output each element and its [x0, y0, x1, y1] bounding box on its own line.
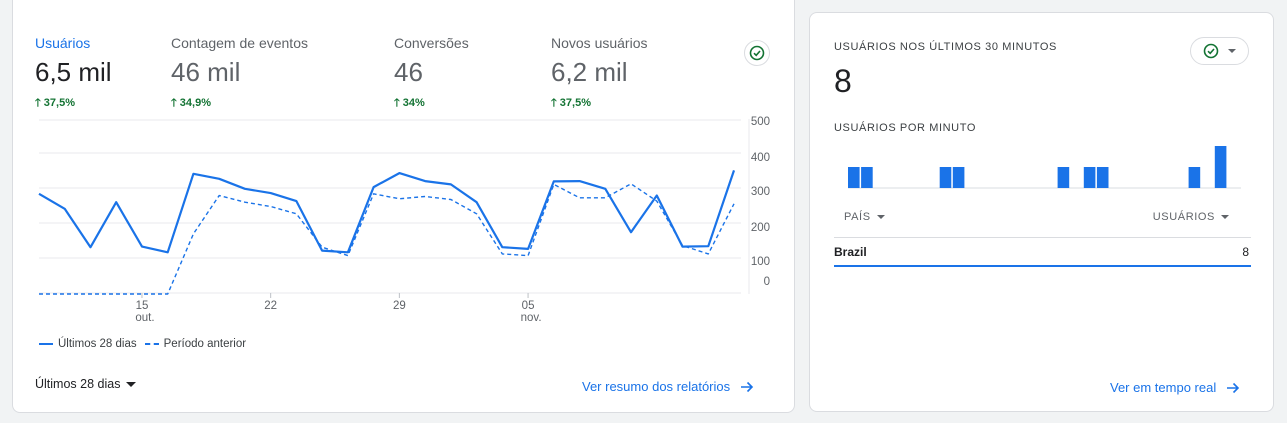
- metric-change: 🡑 34%: [394, 97, 425, 109]
- chart-legend: Últimos 28 dias Período anterior: [39, 338, 246, 350]
- minute-bar: [1057, 167, 1070, 188]
- view-reports-link[interactable]: Ver resumo dos relatórios: [582, 379, 754, 394]
- arrow-up-icon: 🡑: [551, 97, 557, 109]
- minute-bar: [939, 167, 952, 188]
- solid-line-swatch: [39, 343, 53, 345]
- metric-value: 6,5 mil: [35, 57, 112, 87]
- minute-bar: [1096, 167, 1109, 188]
- arrow-right-icon: [1227, 382, 1240, 393]
- minute-bar: [861, 167, 873, 188]
- metric-events-tab[interactable]: Contagem de eventos 46 mil 🡑 34,9%: [171, 35, 308, 113]
- metric-conversions-tab[interactable]: Conversões 46 🡑 34%: [394, 35, 469, 113]
- per-minute-heading: USUÁRIOS POR MINUTO: [834, 122, 976, 134]
- table-row-country: Brazil: [834, 245, 867, 259]
- users-column-label: USUÁRIOS: [1152, 211, 1215, 223]
- y-tick-label: 500: [751, 116, 770, 128]
- metric-new-users-tab[interactable]: Novos usuários 6,2 mil 🡑 37,5%: [551, 35, 648, 113]
- metric-label: Novos usuários: [551, 35, 648, 51]
- view-reports-label: Ver resumo dos relatórios: [582, 379, 731, 394]
- minute-bar: [1188, 167, 1201, 188]
- table-row-share-bar: [834, 265, 1251, 267]
- metric-value: 46: [394, 57, 423, 87]
- minute-bar: [1083, 167, 1096, 188]
- users-per-minute-chart: [848, 146, 1241, 189]
- x-tick-sublabel: nov.: [521, 312, 542, 324]
- realtime-user-count: 8: [834, 63, 852, 99]
- caret-down-icon: [876, 215, 885, 219]
- table-divider: [834, 237, 1251, 238]
- legend-previous: Período anterior: [144, 338, 247, 350]
- caret-down-icon: [1228, 49, 1236, 53]
- dashed-line-swatch: [144, 343, 159, 345]
- series-current-line: [38, 170, 736, 254]
- x-tick-sublabel: out.: [135, 312, 154, 324]
- date-range-dropdown[interactable]: Últimos 28 dias: [35, 377, 137, 391]
- metric-label: Conversões: [394, 35, 469, 51]
- y-tick-label: 200: [751, 222, 770, 234]
- view-realtime-link[interactable]: Ver em tempo real: [1110, 380, 1240, 395]
- legend-current-label: Últimos 28 dias: [58, 338, 137, 350]
- realtime-quality-dropdown[interactable]: [1190, 37, 1249, 65]
- series-previous-line: [39, 183, 735, 295]
- caret-down-icon: [126, 381, 137, 387]
- metric-users-tab[interactable]: Usuários 6,5 mil 🡑 37,5%: [35, 35, 112, 113]
- minute-bar: [848, 167, 860, 188]
- users-column-header[interactable]: USUÁRIOS: [1153, 211, 1229, 223]
- realtime-card: USUÁRIOS NOS ÚLTIMOS 30 MINUTOS 8 USUÁRI…: [809, 12, 1274, 412]
- x-tick-label: 15: [136, 300, 149, 312]
- caret-down-icon: [1221, 215, 1229, 219]
- metric-change: 🡑 37,5%: [35, 97, 75, 109]
- metric-label: Usuários: [35, 35, 91, 51]
- metric-value: 6,2 mil: [551, 57, 628, 87]
- arrow-up-icon: 🡑: [394, 97, 400, 109]
- y-tick-label: 300: [751, 186, 770, 198]
- y-tick-label: 0: [764, 276, 770, 288]
- legend-previous-label: Período anterior: [163, 338, 247, 350]
- minute-bar: [1214, 146, 1227, 188]
- arrow-up-icon: 🡑: [35, 97, 41, 109]
- x-tick-label: 29: [393, 300, 406, 312]
- y-tick-label: 400: [751, 152, 770, 164]
- minute-bar: [952, 167, 965, 188]
- table-row-users: 8: [1242, 245, 1249, 259]
- x-tick-label: 05: [522, 300, 535, 312]
- overview-card: Usuários 6,5 mil 🡑 37,5% Contagem de eve…: [12, 0, 795, 413]
- arrow-up-icon: 🡑: [171, 97, 177, 109]
- date-range-label: Últimos 28 dias: [35, 377, 121, 391]
- y-tick-label: 100: [751, 256, 770, 268]
- data-quality-button[interactable]: [744, 40, 770, 66]
- metric-change: 🡑 37,5%: [551, 97, 591, 109]
- country-column-header[interactable]: PAÍS: [844, 211, 885, 223]
- metric-label: Contagem de eventos: [171, 35, 308, 51]
- x-tick-label: 22: [264, 300, 277, 312]
- arrow-right-icon: [741, 381, 754, 392]
- check-circle-icon: [1203, 43, 1219, 59]
- legend-current: Últimos 28 dias: [39, 338, 137, 350]
- metric-change: 🡑 34,9%: [171, 97, 211, 109]
- metric-value: 46 mil: [171, 57, 241, 87]
- check-circle-icon: [749, 45, 765, 61]
- country-column-label: PAÍS: [844, 211, 871, 223]
- view-realtime-label: Ver em tempo real: [1110, 380, 1217, 395]
- realtime-heading: USUÁRIOS NOS ÚLTIMOS 30 MINUTOS: [834, 41, 1057, 53]
